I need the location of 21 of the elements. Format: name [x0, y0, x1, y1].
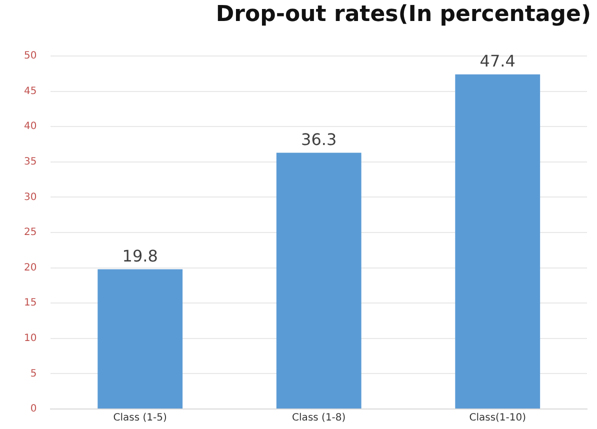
y-tick-label: 35 [24, 156, 37, 168]
data-label: 36.3 [301, 130, 337, 149]
y-tick-label: 50 [24, 50, 37, 62]
bar [98, 269, 183, 408]
x-tick-label: Class (1-8) [292, 412, 346, 424]
bar [276, 152, 362, 408]
chart-title: Drop-out rates(In percentage) [216, 2, 591, 27]
x-tick-label: Class (1-5) [113, 412, 168, 424]
data-label: 19.8 [122, 246, 158, 266]
bar [455, 74, 540, 408]
y-tick-label: 5 [30, 368, 37, 380]
y-tick-label: 25 [24, 227, 37, 238]
y-tick-label: 15 [24, 298, 37, 309]
x-tick-label: Class(1-10) [469, 412, 526, 424]
y-tick-label: 40 [24, 121, 37, 132]
data-label: 47.4 [480, 52, 516, 71]
y-tick-label: 10 [24, 332, 37, 344]
y-tick-label: 20 [24, 262, 37, 274]
y-tick-label: 45 [24, 86, 37, 97]
y-tick-label: 30 [24, 192, 37, 203]
y-tick-label: 0 [30, 404, 37, 415]
